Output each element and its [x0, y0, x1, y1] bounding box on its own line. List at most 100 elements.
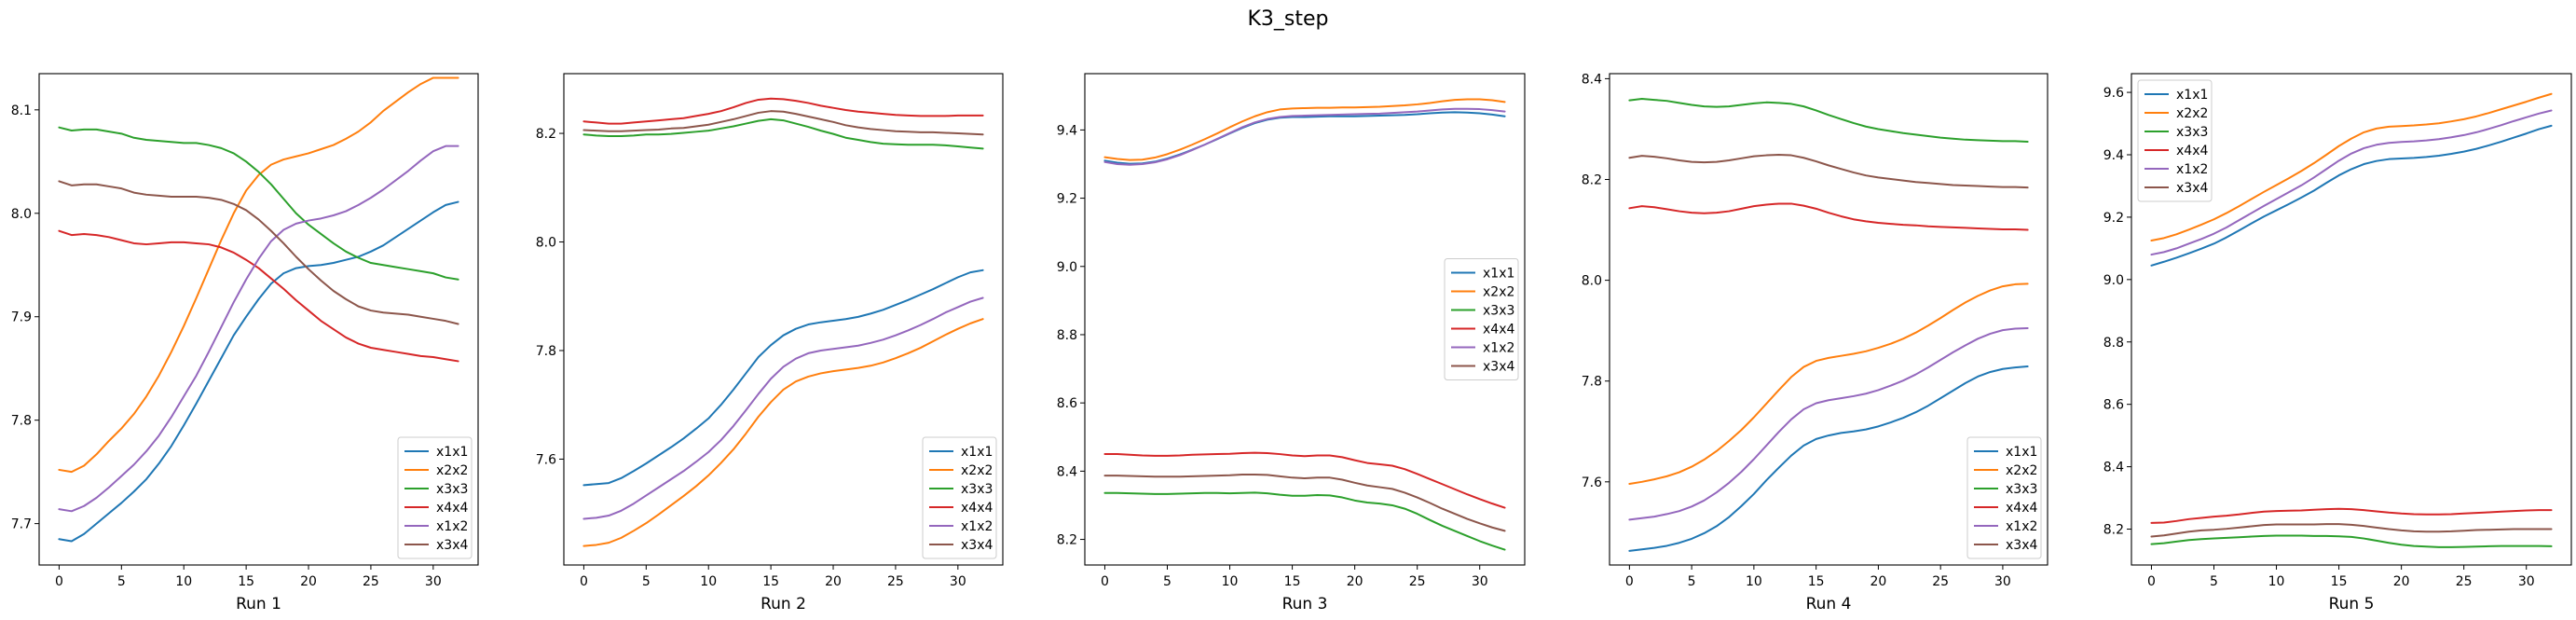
- legend-label-x2x2: x2x2: [2176, 106, 2208, 121]
- x-tick-label: 20: [825, 574, 842, 589]
- x-axis-label: Run 5: [2329, 595, 2375, 613]
- y-tick-label: 7.9: [11, 310, 32, 325]
- legend-label-x3x4: x3x4: [436, 538, 468, 553]
- axes-frame: [2131, 73, 2572, 566]
- series-line-x4x4: [58, 229, 459, 363]
- series-line-x1x2: [58, 145, 459, 513]
- x-tick-label: 15: [238, 574, 254, 589]
- legend-box: [1444, 258, 1519, 380]
- y-tick-label: 8.2: [1057, 533, 1077, 548]
- legend-label-x3x3: x3x3: [2006, 482, 2037, 497]
- x-tick-label: 10: [1746, 574, 1762, 589]
- x-tick-label: 25: [887, 574, 904, 589]
- y-tick-label: 9.6: [2103, 86, 2124, 101]
- series-lines: [1103, 98, 1506, 551]
- series-line-x4x4: [1103, 451, 1506, 509]
- legend-label-x1x2: x1x2: [961, 519, 993, 534]
- x-tick-label: 15: [1808, 574, 1825, 589]
- x-tick-label: 20: [2393, 574, 2410, 589]
- legend-label-x4x4: x4x4: [436, 501, 468, 516]
- subplot-run-1: 0 5 10 15 20 25 30 7.7 7.8 7.9 8.0 8.1 Run 1 x1x1 x2x2…: [11, 73, 479, 613]
- y-tick-label: 8.0: [1582, 274, 1602, 289]
- y-tick-label: 7.8: [536, 344, 556, 359]
- y-tick-label: 8.6: [2103, 398, 2124, 413]
- x-tick-label: 5: [1688, 574, 1696, 589]
- y-tick-label: 7.8: [1582, 375, 1602, 390]
- legend: x1x1 x2x2 x3x3 x4x4 x1x2 x3x4: [922, 436, 997, 559]
- x-tick-label: 0: [1625, 574, 1634, 589]
- x-axis-label: Run 3: [1282, 595, 1328, 613]
- x-axis-label: Run 4: [1806, 595, 1852, 613]
- series-line-x2x2: [58, 76, 459, 474]
- y-tick-label: 8.4: [2103, 461, 2124, 475]
- series-line-x2x2: [582, 318, 984, 547]
- y-tick-label: 9.2: [2103, 211, 2124, 226]
- series-line-x3x4: [2150, 523, 2553, 538]
- legend-label-x1x2: x1x2: [2176, 162, 2208, 177]
- series-line-x1x2: [1628, 326, 2029, 521]
- legend-box: [1966, 436, 2042, 559]
- legend-label-x3x3: x3x3: [436, 482, 468, 497]
- series-line-x3x4: [1103, 474, 1506, 532]
- x-tick-label: 20: [1347, 574, 1363, 589]
- subplot-run-3: 0 5 10 15 20 25 30 8.2 8.4 8.6 8.8 9.0 9.2 9.4 Run 3 x1…: [1057, 73, 1526, 613]
- y-tick-label: 7.8: [11, 414, 32, 429]
- x-tick-label: 10: [2268, 574, 2285, 589]
- legend-label-x3x3: x3x3: [1483, 304, 1514, 319]
- subplot-run-2: 0 5 10 15 20 25 30 7.6 7.8 8.0 8.2 Run 2 x1x1 x2x2 x3x…: [536, 73, 1004, 613]
- legend-label-x3x3: x3x3: [2176, 125, 2208, 140]
- x-tick-label: 30: [950, 574, 966, 589]
- y-tick-label: 9.4: [1057, 123, 1077, 138]
- series-line-x1x1: [1103, 111, 1506, 165]
- axes-frame: [1084, 73, 1526, 566]
- series-line-x1x1: [2150, 124, 2553, 267]
- y-tick-label: 8.8: [1057, 328, 1077, 343]
- x-tick-label: 25: [363, 574, 379, 589]
- y-tick-label: 8.4: [1057, 464, 1077, 479]
- series-lines: [582, 97, 984, 547]
- legend-label-x4x4: x4x4: [2006, 501, 2037, 516]
- x-tick-label: 15: [1284, 574, 1301, 589]
- series-line-x4x4: [2150, 507, 2553, 524]
- x-tick-label: 0: [55, 574, 63, 589]
- legend-label-x1x1: x1x1: [2176, 88, 2208, 103]
- legend-label-x3x4: x3x4: [2006, 538, 2037, 553]
- y-tick-label: 7.6: [536, 452, 556, 467]
- series-line-x1x1: [58, 200, 459, 543]
- y-tick-label: 9.4: [2103, 148, 2124, 163]
- series-lines: [1628, 98, 2029, 552]
- x-tick-label: 25: [1932, 574, 1949, 589]
- legend-label-x1x1: x1x1: [2006, 445, 2037, 460]
- legend-label-x2x2: x2x2: [1483, 285, 1514, 300]
- series-line-x4x4: [582, 97, 984, 125]
- x-tick-label: 20: [300, 574, 317, 589]
- legend-label-x3x4: x3x4: [961, 538, 993, 553]
- series-line-x3x4: [1628, 154, 2029, 189]
- legend-label-x1x1: x1x1: [436, 445, 468, 460]
- x-tick-label: 30: [425, 574, 442, 589]
- y-tick-label: 8.2: [536, 127, 556, 142]
- x-tick-label: 15: [762, 574, 779, 589]
- legend: x1x1 x2x2 x3x3 x4x4 x1x2 x3x4: [1444, 258, 1519, 380]
- y-tick-label: 8.1: [11, 103, 32, 118]
- series-lines: [2150, 92, 2553, 548]
- axes-frame: [38, 73, 479, 566]
- series-line-x1x1: [1628, 365, 2029, 552]
- legend-box: [2137, 79, 2213, 202]
- x-axis-label: Run 1: [236, 595, 281, 613]
- legend-box: [397, 436, 473, 559]
- axes-frame: [1609, 73, 2048, 566]
- x-tick-label: 15: [2331, 574, 2348, 589]
- series-line-x3x3: [1628, 98, 2029, 143]
- y-tick-label: 9.0: [1057, 260, 1077, 275]
- axes-frame: [563, 73, 1004, 566]
- legend: x1x1 x2x2 x3x3 x4x4 x1x2 x3x4: [1966, 436, 2042, 559]
- x-tick-label: 10: [1222, 574, 1239, 589]
- legend-label-x1x1: x1x1: [1483, 267, 1514, 282]
- series-line-x1x2: [582, 296, 984, 520]
- series-line-x3x4: [58, 180, 459, 325]
- x-tick-label: 10: [700, 574, 717, 589]
- x-tick-label: 0: [2147, 574, 2156, 589]
- y-tick-label: 8.8: [2103, 336, 2124, 351]
- series-line-x3x3: [1103, 491, 1506, 551]
